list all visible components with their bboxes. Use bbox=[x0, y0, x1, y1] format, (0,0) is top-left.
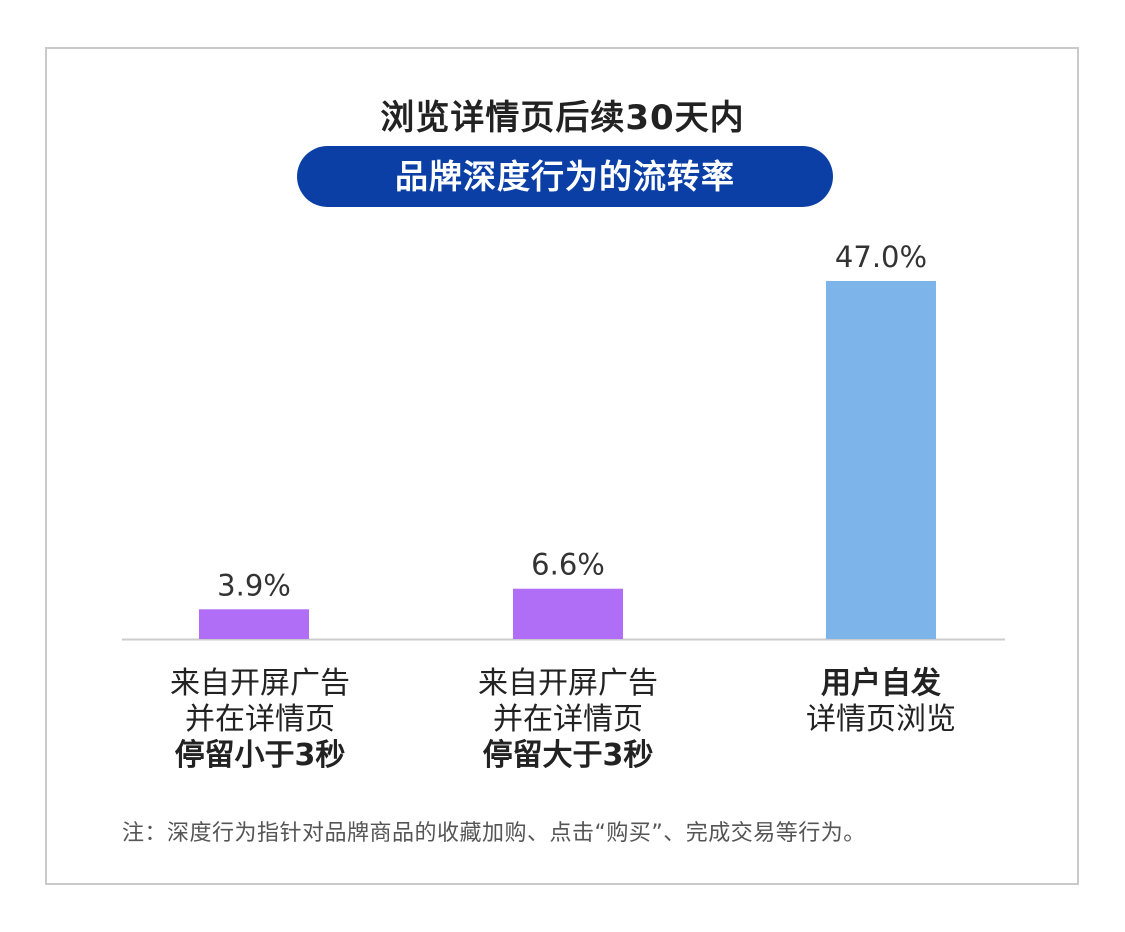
chart-title: 浏览详情页后续30天内 bbox=[380, 98, 745, 138]
bar-value-label-3: 47.0% bbox=[835, 240, 927, 274]
category-label-3-line2: 详情页浏览 bbox=[806, 702, 956, 737]
bar-value-label-1: 3.9% bbox=[217, 568, 291, 602]
category-label-3-line1: 用户自发 bbox=[821, 666, 941, 701]
footnote: 注：深度行为指针对品牌商品的收藏加购、点击“购买”、完成交易等行为。 bbox=[122, 821, 866, 846]
chart-subtitle-pill: 品牌深度行为的流转率 bbox=[297, 146, 833, 207]
bar-2 bbox=[513, 588, 623, 639]
category-label-1-line2: 并在详情页 bbox=[185, 702, 335, 737]
bar-3 bbox=[826, 281, 936, 639]
category-label-1-line3: 停留小于3秒 bbox=[174, 738, 346, 773]
category-label-2: 来自开屏广告 并在详情页 停留大于3秒 bbox=[418, 666, 718, 774]
category-label-2-line2: 并在详情页 bbox=[493, 702, 643, 737]
bar-1 bbox=[199, 609, 309, 639]
category-label-3: 用户自发 详情页浏览 bbox=[731, 666, 1031, 738]
category-label-1: 来自开屏广告 并在详情页 停留小于3秒 bbox=[110, 666, 410, 774]
category-label-2-line1: 来自开屏广告 bbox=[478, 666, 658, 701]
category-label-1-line1: 来自开屏广告 bbox=[170, 666, 350, 701]
category-label-2-line3: 停留大于3秒 bbox=[482, 738, 654, 773]
bar-value-label-2: 6.6% bbox=[531, 548, 605, 582]
